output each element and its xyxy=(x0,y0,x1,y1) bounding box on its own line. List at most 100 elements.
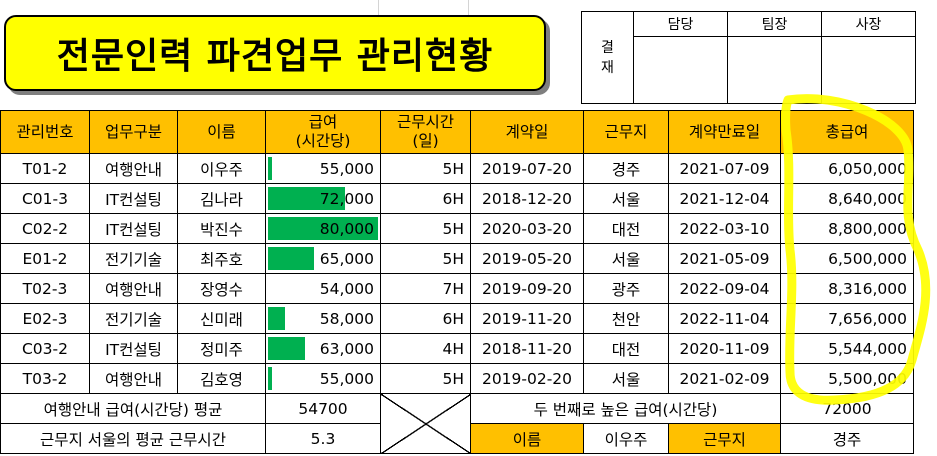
cell-start[interactable]: 2018-12-20 xyxy=(470,183,584,214)
cell-id[interactable]: E02-3 xyxy=(0,303,90,334)
cell-pay[interactable]: 54,000 xyxy=(265,273,381,304)
cell-total[interactable]: 5,500,000 xyxy=(780,363,914,394)
cell-end[interactable]: 2021-05-09 xyxy=(668,243,781,274)
cell-name[interactable]: 신미래 xyxy=(177,303,266,334)
avg-hours-label[interactable]: 근무지 서울의 평균 근무시간 xyxy=(0,423,266,454)
approval-sign-team-lead[interactable] xyxy=(727,36,822,104)
place-value[interactable]: 경주 xyxy=(780,423,914,454)
cell-place[interactable]: 천안 xyxy=(583,303,669,334)
approval-header-ceo[interactable]: 사장 xyxy=(821,11,916,37)
cell-id[interactable]: T01-2 xyxy=(0,153,90,184)
avg-hours-value[interactable]: 5.3 xyxy=(265,423,381,454)
cell-name[interactable]: 이우주 xyxy=(177,153,266,184)
avg-pay-label[interactable]: 여행안내 급여(시간당) 평균 xyxy=(0,393,266,424)
cell-type[interactable]: 여행안내 xyxy=(89,273,178,304)
cell-id[interactable]: C02-2 xyxy=(0,213,90,244)
cell-type[interactable]: IT컨설팅 xyxy=(89,333,178,364)
second-pay-label[interactable]: 두 번째로 높은 급여(시간당) xyxy=(470,393,781,424)
cell-type[interactable]: IT컨설팅 xyxy=(89,213,178,244)
avg-pay-value[interactable]: 54700 xyxy=(265,393,381,424)
cell-type[interactable]: IT컨설팅 xyxy=(89,183,178,214)
cell-hours[interactable]: 5H xyxy=(380,153,471,184)
cell-pay[interactable]: 72,000 xyxy=(265,183,381,214)
cell-hours[interactable]: 6H xyxy=(380,183,471,214)
cell-end[interactable]: 2021-07-09 xyxy=(668,153,781,184)
cell-pay[interactable]: 55,000 xyxy=(265,153,381,184)
cell-start[interactable]: 2019-02-20 xyxy=(470,363,584,394)
name-label[interactable]: 이름 xyxy=(470,423,584,454)
cell-id[interactable]: T03-2 xyxy=(0,363,90,394)
cell-place[interactable]: 서울 xyxy=(583,243,669,274)
cell-type[interactable]: 전기기술 xyxy=(89,303,178,334)
second-pay-value[interactable]: 72000 xyxy=(780,393,914,424)
header-pay[interactable]: 급여 (시간당) xyxy=(265,110,381,154)
cell-total[interactable]: 8,640,000 xyxy=(780,183,914,214)
cell-end[interactable]: 2022-11-04 xyxy=(668,303,781,334)
cell-type[interactable]: 여행안내 xyxy=(89,153,178,184)
header-hours[interactable]: 근무시간 (일) xyxy=(380,110,471,154)
cell-id[interactable]: T02-3 xyxy=(0,273,90,304)
cell-name[interactable]: 김호영 xyxy=(177,363,266,394)
header-end[interactable]: 계약만료일 xyxy=(668,110,781,154)
cell-id[interactable]: C01-3 xyxy=(0,183,90,214)
place-label[interactable]: 근무지 xyxy=(668,423,781,454)
header-place[interactable]: 근무지 xyxy=(583,110,669,154)
cell-total[interactable]: 6,500,000 xyxy=(780,243,914,274)
cell-id[interactable]: C03-2 xyxy=(0,333,90,364)
header-id[interactable]: 관리번호 xyxy=(0,110,90,154)
cell-start[interactable]: 2018-11-20 xyxy=(470,333,584,364)
approval-label[interactable]: 결 재 xyxy=(581,11,634,104)
cell-end[interactable]: 2020-11-09 xyxy=(668,333,781,364)
diagonal-cell[interactable] xyxy=(380,393,471,454)
cell-start[interactable]: 2019-09-20 xyxy=(470,273,584,304)
cell-place[interactable]: 광주 xyxy=(583,273,669,304)
cell-pay[interactable]: 63,000 xyxy=(265,333,381,364)
cell-hours[interactable]: 4H xyxy=(380,333,471,364)
cell-start[interactable]: 2019-11-20 xyxy=(470,303,584,334)
cell-name[interactable]: 정미주 xyxy=(177,333,266,364)
cell-name[interactable]: 박진수 xyxy=(177,213,266,244)
name-value[interactable]: 이우주 xyxy=(583,423,669,454)
cell-hours[interactable]: 5H xyxy=(380,213,471,244)
cell-total[interactable]: 7,656,000 xyxy=(780,303,914,334)
cell-pay[interactable]: 65,000 xyxy=(265,243,381,274)
cell-start[interactable]: 2019-05-20 xyxy=(470,243,584,274)
cell-place[interactable]: 대전 xyxy=(583,213,669,244)
cell-hours[interactable]: 7H xyxy=(380,273,471,304)
cell-end[interactable]: 2021-02-09 xyxy=(668,363,781,394)
cell-hours[interactable]: 5H xyxy=(380,363,471,394)
approval-header-team-lead[interactable]: 팀장 xyxy=(727,11,822,37)
cell-pay[interactable]: 58,000 xyxy=(265,303,381,334)
cell-type[interactable]: 여행안내 xyxy=(89,363,178,394)
approval-sign-ceo[interactable] xyxy=(821,36,916,104)
cell-place[interactable]: 경주 xyxy=(583,153,669,184)
header-type[interactable]: 업무구분 xyxy=(89,110,178,154)
cell-place[interactable]: 서울 xyxy=(583,183,669,214)
header-start[interactable]: 계약일 xyxy=(470,110,584,154)
cell-place[interactable]: 대전 xyxy=(583,333,669,364)
cell-name[interactable]: 장영수 xyxy=(177,273,266,304)
cell-name[interactable]: 최주호 xyxy=(177,243,266,274)
cell-pay[interactable]: 55,000 xyxy=(265,363,381,394)
cell-start[interactable]: 2019-07-20 xyxy=(470,153,584,184)
cell-id[interactable]: E01-2 xyxy=(0,243,90,274)
cell-hours[interactable]: 5H xyxy=(380,243,471,274)
cell-type[interactable]: 전기기술 xyxy=(89,243,178,274)
cell-total[interactable]: 5,544,000 xyxy=(780,333,914,364)
cell-place[interactable]: 서울 xyxy=(583,363,669,394)
cell-end[interactable]: 2021-12-04 xyxy=(668,183,781,214)
cell-end[interactable]: 2022-09-04 xyxy=(668,273,781,304)
cell-total[interactable]: 6,050,000 xyxy=(780,153,914,184)
header-total[interactable]: 총급여 xyxy=(780,110,914,154)
cell-total[interactable]: 8,316,000 xyxy=(780,273,914,304)
title-shape[interactable]: 전문인력 파견업무 관리현황 xyxy=(4,15,546,91)
cell-total[interactable]: 8,800,000 xyxy=(780,213,914,244)
cell-name[interactable]: 김나라 xyxy=(177,183,266,214)
cell-end[interactable]: 2022-03-10 xyxy=(668,213,781,244)
cell-pay[interactable]: 80,000 xyxy=(265,213,381,244)
cell-start[interactable]: 2020-03-20 xyxy=(470,213,584,244)
approval-sign-staff[interactable] xyxy=(633,36,728,104)
approval-header-staff[interactable]: 담당 xyxy=(633,11,728,37)
header-name[interactable]: 이름 xyxy=(177,110,266,154)
cell-hours[interactable]: 6H xyxy=(380,303,471,334)
